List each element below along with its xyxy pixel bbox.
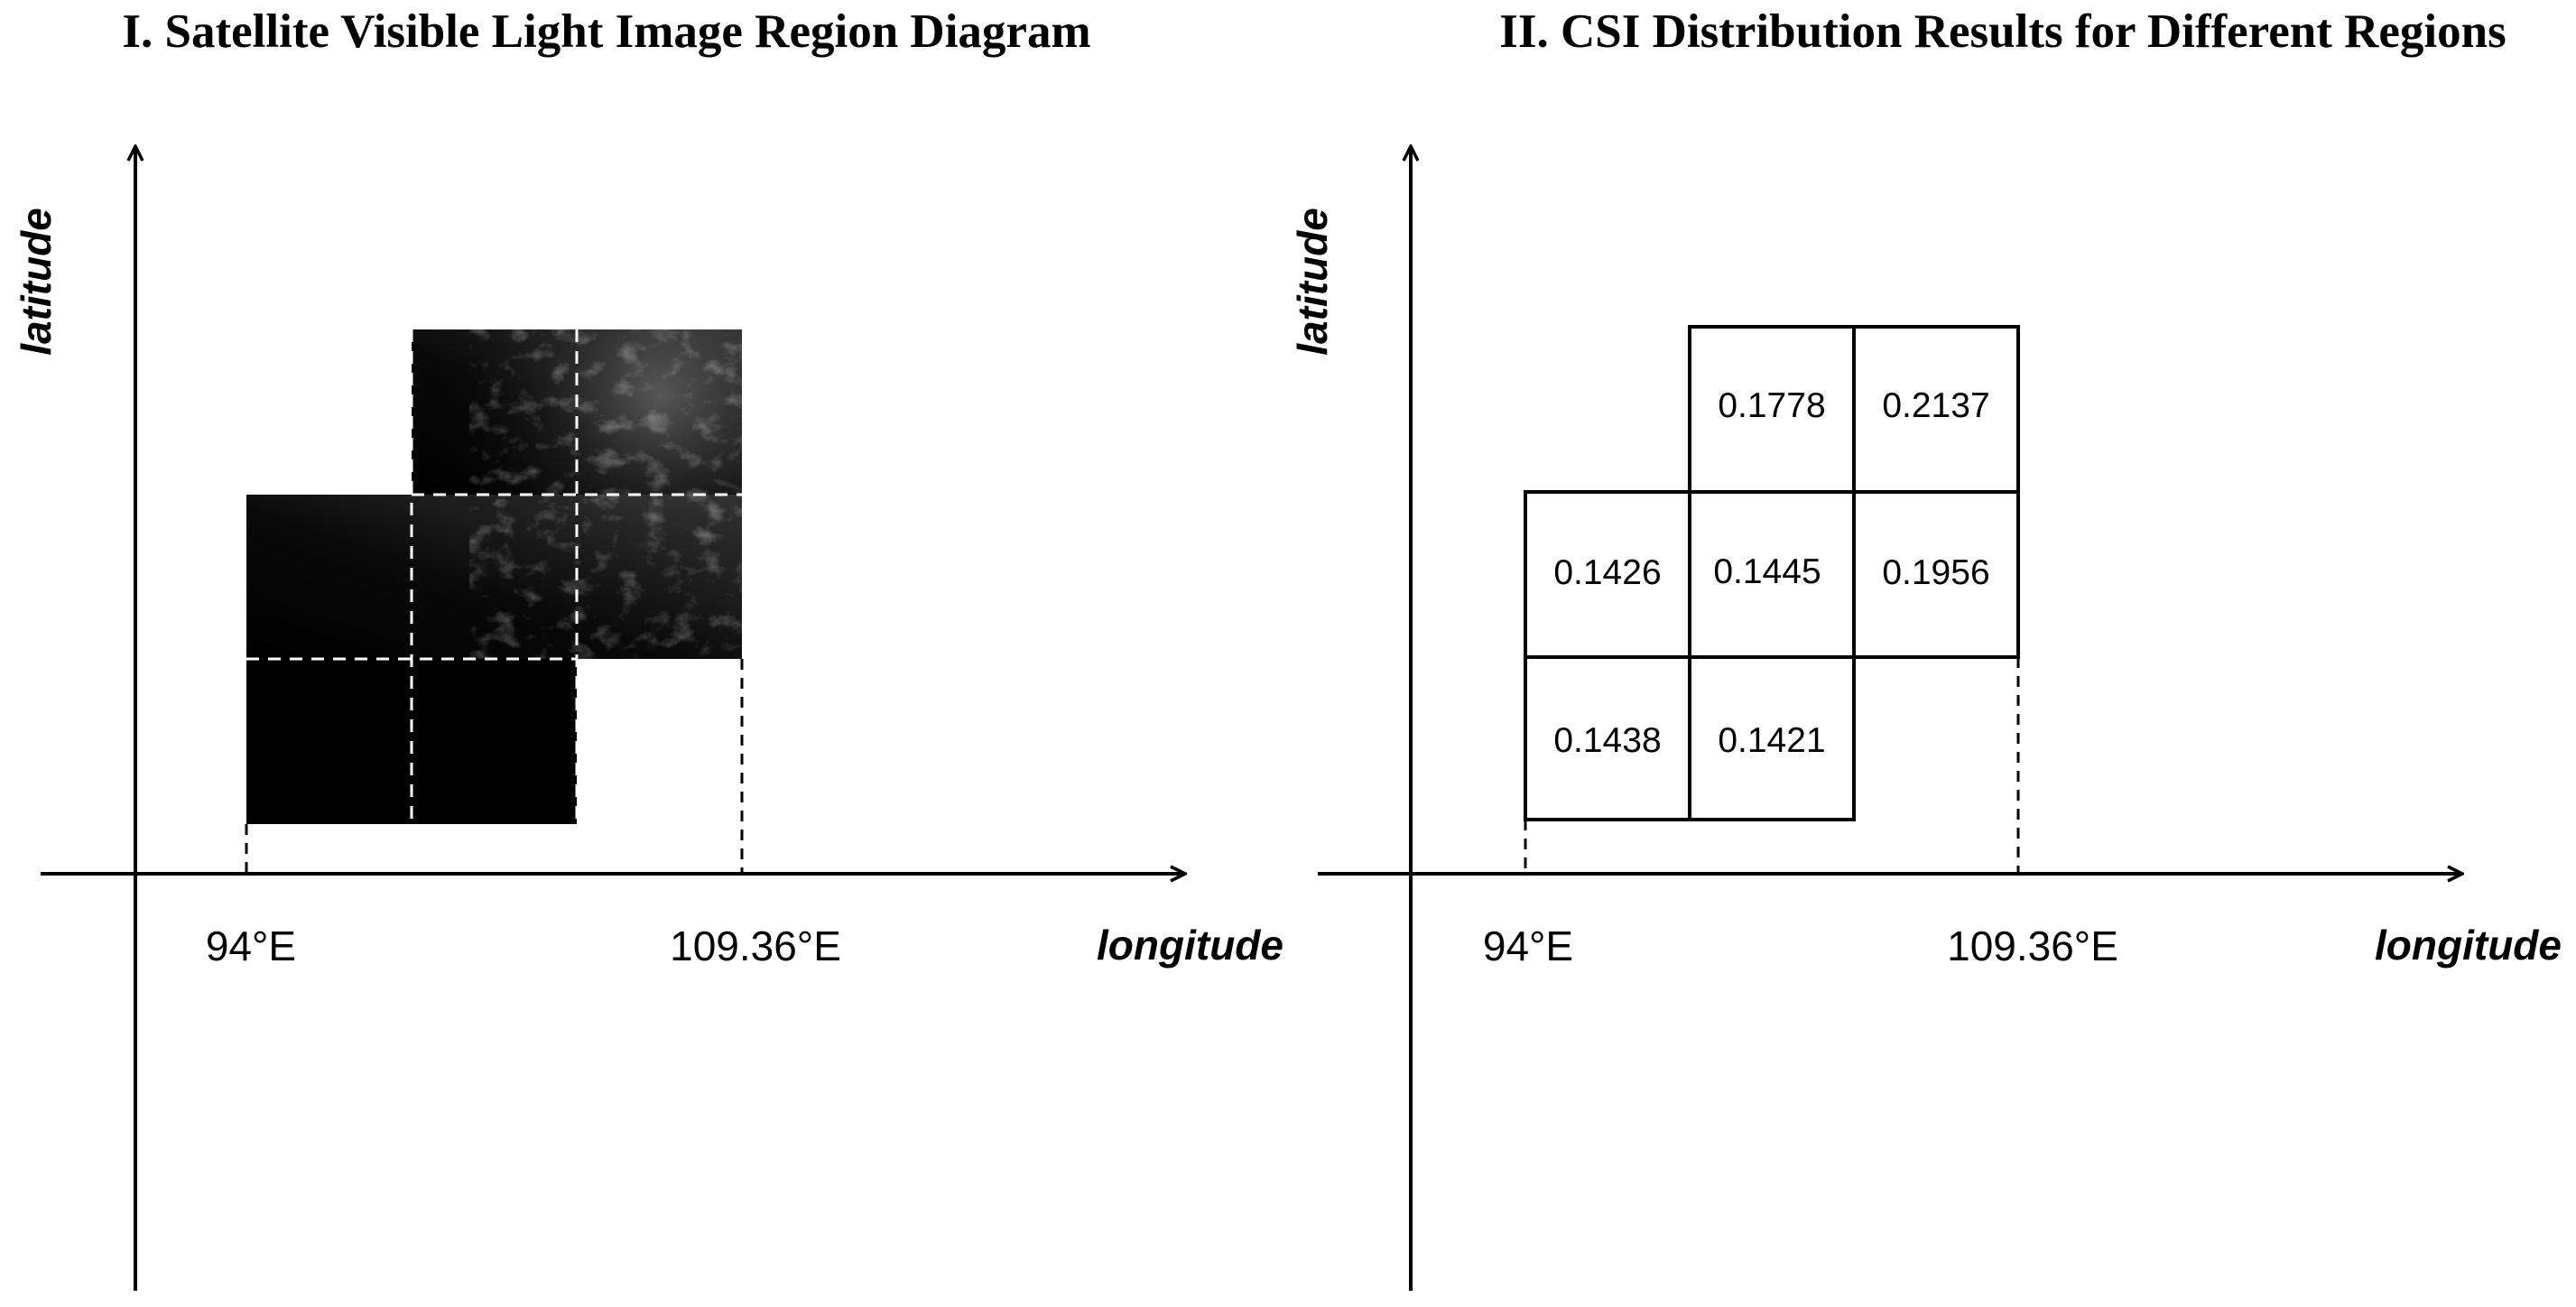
csi-cell xyxy=(1524,655,1691,821)
tick-label-109e: 109.36°E xyxy=(1947,922,2118,969)
tick-label-94e: 94°E xyxy=(1483,922,1573,969)
csi-value: 0.1426 xyxy=(1553,553,1661,592)
x-axis-label: longitude xyxy=(1097,922,1283,969)
csi-value: 0.1421 xyxy=(1718,721,1825,760)
tick-label-109e: 109.36°E xyxy=(670,922,841,969)
csi-cell xyxy=(1852,490,2020,659)
y-axis-label: latitude xyxy=(13,208,60,356)
csi-cell xyxy=(1688,655,1856,821)
panel-csi-distribution: II. CSI Distribution Results for Differe… xyxy=(1289,5,2562,1291)
satellite-image-mosaic xyxy=(246,329,742,824)
csi-value: 0.1956 xyxy=(1882,553,1989,592)
csi-cell xyxy=(1688,490,1856,659)
csi-grid: 0.1778 0.2137 0.1426 0.1445 0.1956 0.143… xyxy=(1524,325,2020,821)
csi-value: 0.1445 xyxy=(1713,552,1821,591)
csi-value: 0.1438 xyxy=(1553,721,1661,760)
panel-2-title: II. CSI Distribution Results for Differe… xyxy=(1499,5,2506,58)
csi-value: 0.1778 xyxy=(1718,386,1825,425)
panel-1-title: I. Satellite Visible Light Image Region … xyxy=(122,5,1090,58)
csi-value: 0.2137 xyxy=(1882,386,1989,425)
x-axis-label: longitude xyxy=(2375,922,2562,969)
y-axis-label: latitude xyxy=(1289,208,1336,356)
panel-satellite-image: I. Satellite Visible Light Image Region … xyxy=(13,5,1283,1291)
tick-label-94e: 94°E xyxy=(206,922,296,969)
